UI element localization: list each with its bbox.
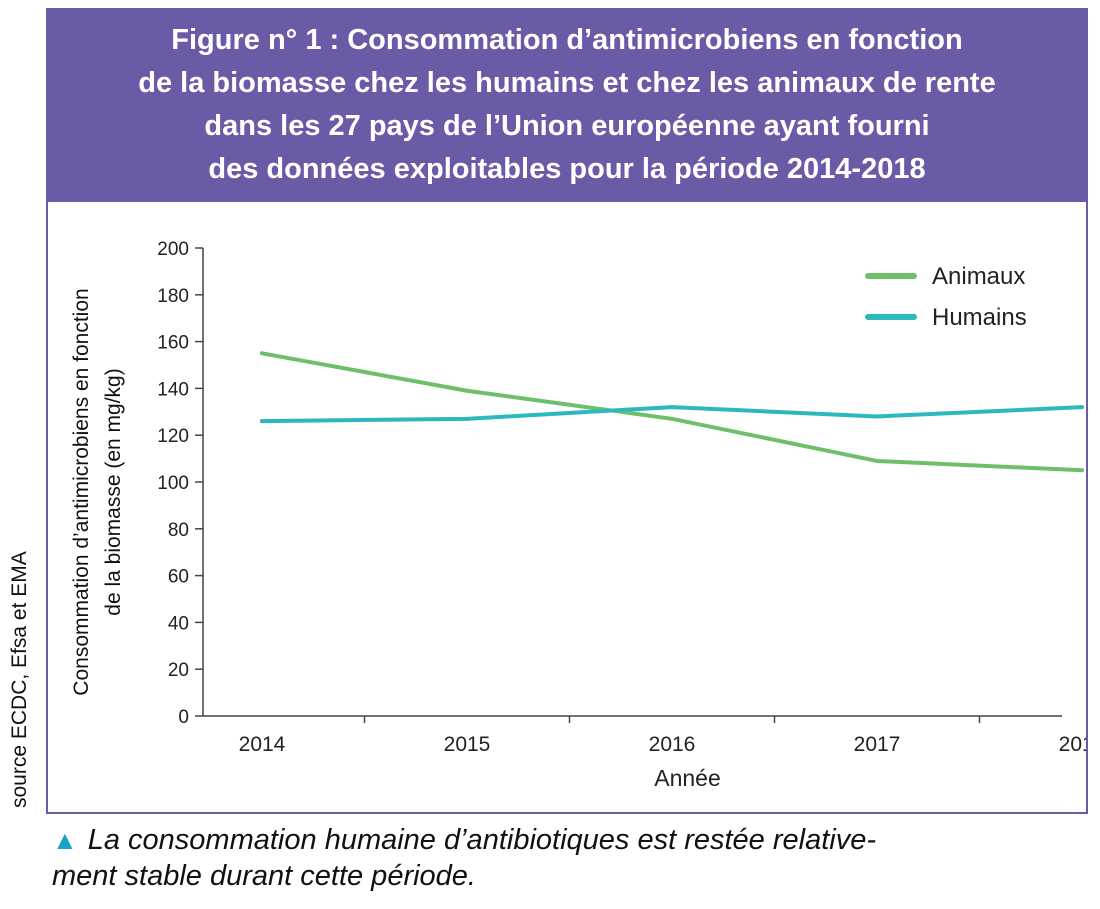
- caption-line-2: ment stable durant cette période.: [52, 860, 476, 892]
- source-note: source ECDC, Efsa et EMA: [8, 551, 31, 808]
- x-tick-label: 2018: [1059, 733, 1086, 756]
- x-axis-label: Année: [654, 765, 721, 791]
- y-tick-label: 20: [168, 660, 189, 681]
- title-line: dans les 27 pays de l’Union européenne a…: [204, 110, 930, 142]
- data-point-humains: [1080, 405, 1084, 410]
- title-line: Figure n° 1 : Consommation d’antimicrobi…: [171, 24, 963, 56]
- axes: 0 20 40 60 80 100 120 140 160 180 200 2014 2015 2016 2…: [157, 239, 1086, 791]
- y-tick-label: 140: [157, 379, 189, 400]
- data-point-animaux: [875, 458, 879, 463]
- title-line: de la biomasse chez les humains et chez …: [138, 67, 996, 99]
- caption-line-1: ▲ La consommation humaine d’antibiotiques…: [52, 822, 1092, 858]
- data-point-humains: [260, 419, 264, 424]
- data-point-animaux: [465, 388, 469, 393]
- figure-caption: ▲ La consommation humaine d’antibiotiques…: [52, 822, 1092, 894]
- y-tick-label: 160: [157, 333, 189, 354]
- data-point-humains: [465, 416, 469, 421]
- figure-title: Figure n° 1 : Consommation d’antimicrobi…: [46, 8, 1088, 202]
- y-tick-label: 120: [157, 426, 189, 447]
- x-tick-label: 2014: [239, 733, 286, 756]
- title-line: des données exploitables pour la période…: [208, 153, 926, 185]
- series-lines: [260, 351, 1084, 473]
- data-point-humains: [670, 405, 674, 410]
- y-tick-label: 80: [168, 520, 189, 541]
- y-tick-label: 0: [178, 707, 189, 728]
- triangle-marker-icon: ▲: [52, 825, 78, 855]
- data-point-animaux: [670, 416, 674, 421]
- y-tick-label: 60: [168, 567, 189, 588]
- y-axis-label-line: de la biomasse (en mg/kg): [102, 368, 125, 615]
- data-point-animaux: [1080, 468, 1084, 473]
- y-tick-label: 100: [157, 473, 189, 494]
- data-point-humains: [875, 414, 879, 419]
- legend-label-animaux: Animaux: [932, 263, 1025, 290]
- x-tick-label: 2016: [649, 733, 696, 756]
- line-chart: Consommation d’antimicrobiens en fonctio…: [70, 239, 1086, 791]
- y-tick-label: 40: [168, 613, 189, 634]
- y-tick-label: 200: [157, 239, 189, 260]
- x-tick-label: 2017: [854, 733, 901, 756]
- y-axis-label-line: Consommation d’antimicrobiens en fonctio…: [70, 288, 93, 695]
- data-point-animaux: [260, 351, 264, 356]
- y-axis-label: Consommation d’antimicrobiens en fonctio…: [70, 288, 125, 695]
- y-tick-label: 180: [157, 286, 189, 307]
- legend-label-humains: Humains: [932, 304, 1027, 331]
- legend: Animaux Humains: [865, 263, 1027, 331]
- caption-text: La consommation humaine d’antibiotiques …: [87, 824, 877, 856]
- x-tick-label: 2015: [444, 733, 491, 756]
